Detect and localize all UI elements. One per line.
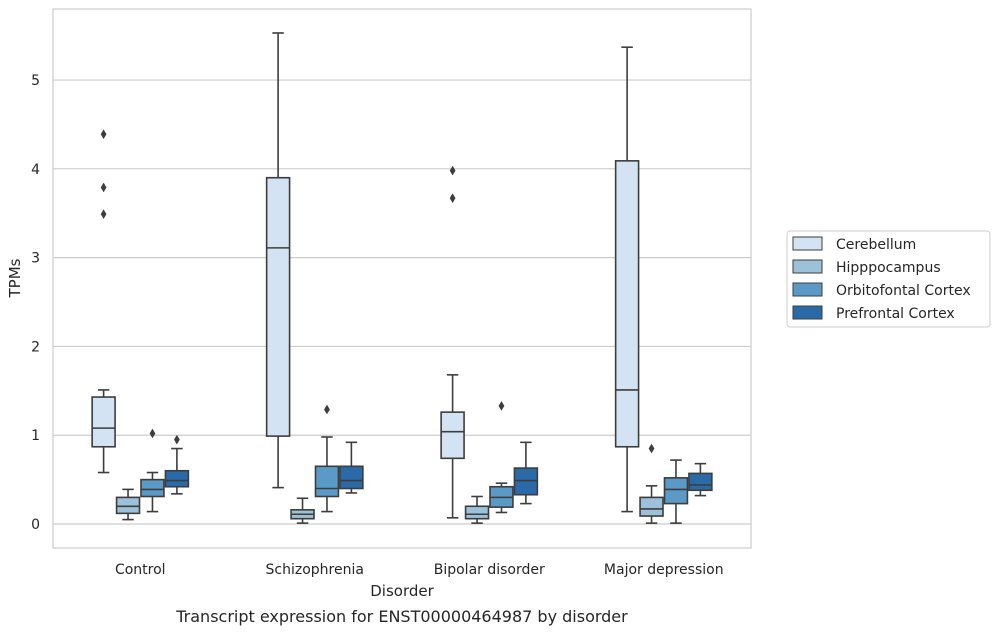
legend-label: Orbitofontal Cortex	[836, 283, 971, 299]
box-prefrontal-cortex	[164, 434, 190, 495]
box-orbitofontal-cortex	[663, 459, 689, 524]
x-tick-label: Bipolar disorder	[434, 562, 545, 578]
box-cerebellum	[440, 165, 465, 519]
outlier-point	[100, 209, 107, 219]
outlier-point	[498, 401, 505, 411]
legend-items: Cerebellum Hipppocampus Orbitofontal Corte…	[792, 236, 971, 322]
box-cerebellum	[265, 32, 291, 489]
plot-area-frame	[52, 8, 752, 549]
x-tick-label: Control	[115, 562, 166, 578]
box-iqr	[115, 496, 141, 515]
outlier-point	[149, 428, 156, 439]
box-iqr	[464, 505, 490, 520]
legend-swatch	[792, 259, 823, 274]
x-axis-ticks: Control Schizophrenia Bipolar disorder Majo…	[115, 562, 724, 578]
legend-label: Cerebellum	[836, 237, 916, 253]
box-cerebellum	[614, 46, 640, 513]
box-iqr	[265, 176, 291, 437]
box-iqr	[688, 472, 713, 492]
box-iqr	[140, 478, 165, 498]
legend-label: Hipppocampus	[836, 260, 941, 276]
y-tick-label: 3	[31, 251, 40, 267]
legend-swatch	[792, 236, 823, 251]
box-iqr	[614, 160, 640, 448]
box-hipppocampus	[290, 497, 315, 524]
y-tick-label: 1	[31, 428, 40, 444]
x-tick-label: Schizophrenia	[266, 562, 364, 578]
outlier-point	[174, 434, 180, 445]
box-iqr	[339, 465, 364, 490]
legend-swatch	[792, 282, 823, 297]
y-axis-ticks: 0 1 2 3 4 5	[31, 73, 40, 533]
legend-label: Prefrontal Cortex	[836, 306, 955, 322]
y-tick-label: 2	[31, 339, 40, 355]
outlier-point	[449, 193, 456, 203]
box-orbitofontal-cortex	[314, 404, 340, 513]
box-iqr	[440, 411, 465, 460]
x-tick-label: Major depression	[604, 562, 724, 578]
y-tick-label: 5	[31, 73, 40, 89]
x-axis-title: Disorder	[370, 582, 434, 600]
box-iqr	[164, 469, 190, 488]
box-iqr	[639, 496, 664, 517]
box-orbitofontal-cortex	[489, 401, 514, 514]
y-axis-title: TPMs	[6, 258, 24, 298]
legend-swatch	[792, 305, 823, 320]
outlier-point	[100, 182, 107, 193]
box-iqr	[663, 477, 689, 505]
box-series	[91, 32, 713, 524]
box-prefrontal-cortex	[513, 441, 539, 505]
chart-caption: Transcript expression for ENST0000046498…	[175, 607, 628, 626]
box-iqr	[513, 467, 539, 496]
outlier-point	[648, 443, 655, 454]
legend-frame	[786, 230, 991, 328]
legend: Cerebellum Hipppocampus Orbitofontal Corte…	[786, 230, 991, 328]
box-iqr	[91, 396, 116, 448]
box-orbitofontal-cortex	[140, 428, 165, 513]
outlier-point	[100, 129, 107, 140]
box-hipppocampus	[115, 488, 141, 521]
box-cerebellum	[91, 129, 116, 474]
box-hipppocampus	[464, 495, 490, 524]
box-prefrontal-cortex	[688, 462, 713, 497]
y-tick-label: 0	[31, 517, 40, 533]
outlier-point	[324, 404, 330, 415]
box-iqr	[314, 465, 340, 498]
outlier-point	[449, 165, 456, 176]
y-tick-label: 4	[31, 162, 40, 178]
gridlines	[53, 79, 751, 525]
box-hipppocampus	[639, 443, 664, 524]
box-prefrontal-cortex	[339, 441, 364, 494]
